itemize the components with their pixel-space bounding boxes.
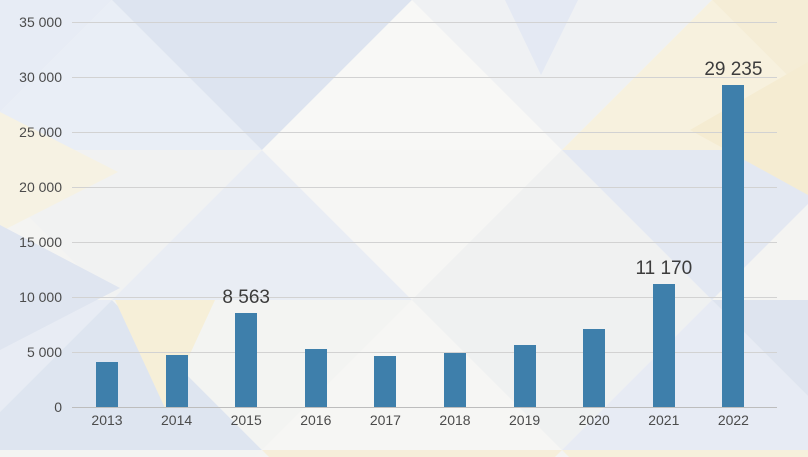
gridline [72,186,777,188]
x-axis-labels: 2013 2014 2015 2016 2017 2018 2019 2020 2021 2022 [72,411,777,431]
bar-2014 [165,354,188,407]
x-tick-label: 2014 [161,412,193,428]
y-tick-label: 0 [54,399,62,415]
x-tick-label: 2018 [439,412,471,428]
bar-2015 [235,312,258,407]
gridline [72,131,777,133]
bar-2022 [722,85,745,407]
bar-2013 [96,361,118,407]
x-tick-label: 2016 [300,412,332,428]
gridline [72,21,777,23]
gridline [72,76,777,78]
y-tick-label: 25 000 [19,124,62,140]
x-tick-label: 2021 [648,412,680,428]
x-axis-line [72,406,777,408]
x-tick-label: 2020 [578,412,610,428]
y-tick-label: 5 000 [26,344,62,360]
x-tick-label: 2022 [717,412,749,428]
gridline [72,351,777,353]
bar-2021 [652,284,675,407]
y-tick-label: 15 000 [19,234,62,250]
y-tick-label: 10 000 [19,289,62,305]
gridline [72,296,777,298]
y-tick-label: 30 000 [19,69,62,85]
x-tick-label: 2015 [230,412,262,428]
data-label-2015: 8 563 [222,286,270,308]
plot-area: 8 563 11 170 29 235 [72,21,777,408]
y-tick-label: 35 000 [19,14,62,30]
y-axis-labels: 0 5 000 10 000 15 000 20 000 25 000 30 000 35 0… [0,14,62,415]
bar-2017 [374,355,397,407]
data-label-2022: 29 235 [704,59,763,81]
gridline [72,241,777,243]
y-tick-label: 20 000 [19,179,62,195]
bar-2016 [304,349,327,407]
data-label-2021: 11 170 [635,258,693,280]
bar-2018 [444,353,466,407]
bar-2020 [583,329,606,407]
x-tick-label: 2017 [369,412,401,428]
x-tick-label: 2013 [91,412,123,428]
x-tick-label: 2019 [509,412,541,428]
bar-2019 [513,344,536,407]
